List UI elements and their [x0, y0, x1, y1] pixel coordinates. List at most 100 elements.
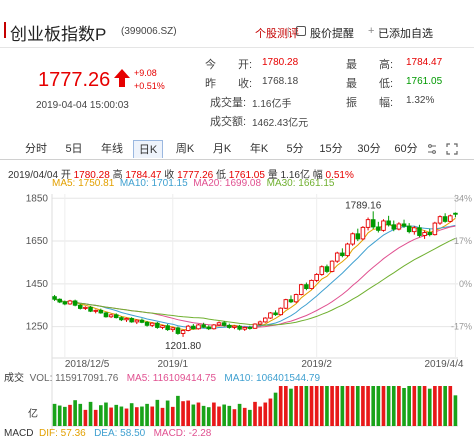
volume-bar [402, 388, 406, 426]
candle-body [103, 312, 109, 318]
volume-bar [284, 386, 288, 426]
settings-icon[interactable] [426, 143, 438, 155]
info-close: 1777.26 [177, 170, 214, 181]
macd-label: MACD [4, 428, 34, 439]
plus-icon: + [368, 25, 375, 37]
index-title: 创业板指数P [10, 25, 107, 44]
y-tick-label: 1250 [26, 322, 49, 333]
ma-line [54, 217, 456, 331]
tab-30min[interactable]: 30分 [357, 143, 381, 155]
volume-bar [140, 406, 144, 426]
volume-bar [366, 386, 370, 426]
candle-body [93, 309, 98, 312]
review-button[interactable]: 个股测评 [255, 28, 299, 40]
candle-body [83, 306, 88, 309]
header [0, 0, 474, 48]
volume-bar [119, 406, 124, 426]
info-volume-label: 量 [267, 170, 278, 181]
volume-bar [181, 401, 185, 426]
turnover-value: 1462.43亿元 [252, 118, 309, 129]
quote-datetime: 2019-04-04 15:00:03 [36, 100, 129, 111]
candle-body [319, 266, 325, 275]
info-amplitude: 0.51% [325, 170, 354, 181]
tab-5min[interactable]: 5分 [286, 143, 304, 155]
macd-dif: DIF: 57.36 [39, 428, 86, 439]
volume-bar [433, 386, 437, 426]
high-annotation: 1789.16 [345, 200, 382, 211]
y-tick-label: 1850 [26, 193, 49, 204]
tab-60min[interactable]: 60分 [394, 143, 418, 155]
watchlist-button[interactable]: 已添加自选 [378, 28, 433, 40]
x-tick-label: 2018/12/5 [65, 359, 110, 370]
tab-15min[interactable]: 15分 [319, 143, 343, 155]
candle-body [350, 233, 355, 245]
low-annotation: 1201.80 [165, 341, 202, 352]
kline-chart[interactable]: 1850 34% 1650 17% 1450 0% 1250 -17% 2018/12/5 201… [0, 190, 474, 442]
candle-body [406, 225, 412, 233]
candle-body [442, 216, 448, 222]
volume-bar [258, 406, 262, 426]
candle-body [283, 299, 289, 309]
ma-lines [54, 217, 456, 331]
volume-bar [350, 386, 355, 426]
ma-info: MA5: 1750.81 MA10: 1701.15 MA20: 1699.08… [52, 178, 334, 189]
info-close-label: 收 [164, 170, 175, 181]
candle-body [288, 299, 294, 303]
candle-body [175, 327, 181, 334]
candle-body [412, 227, 417, 233]
candle-body [242, 327, 247, 330]
volume-bar [376, 386, 381, 426]
tab-yearline[interactable]: 年线 [101, 143, 123, 155]
candle-body [417, 227, 422, 236]
candle-body [88, 306, 93, 312]
volume-bar [232, 409, 237, 426]
vol-value: VOL: 115917091.76 [29, 373, 119, 384]
candle-body [232, 325, 237, 328]
tab-monthly-k[interactable]: 月K [212, 143, 232, 155]
candle-body [268, 312, 273, 319]
fullscreen-icon[interactable] [446, 143, 458, 155]
candle-body [139, 319, 145, 323]
candle-body [113, 314, 119, 319]
candle-body [273, 312, 278, 316]
tab-weekly-k[interactable]: 周K [175, 143, 195, 155]
candle-body [427, 232, 433, 236]
volume-bar [52, 403, 57, 426]
candle-body [206, 326, 212, 330]
candle-body [391, 224, 397, 230]
prev-close-label: 昨 收: [205, 78, 253, 90]
axis-labels: 1850 34% 1650 17% 1450 0% 1250 -17% 2018/12/5 201… [26, 193, 472, 370]
macd-dea: DEA: 58.50 [94, 428, 146, 439]
price-change: +9.08 +0.51% [134, 67, 165, 93]
tab-daily-k[interactable]: 日K [133, 140, 163, 158]
volume-bar [386, 386, 391, 426]
info-high: 1784.47 [125, 170, 162, 181]
tab-5day[interactable]: 5日 [65, 143, 83, 155]
candle-body [119, 317, 124, 321]
volume-bar [412, 386, 417, 426]
volume-bar [335, 386, 340, 426]
candle-body [334, 252, 340, 262]
candle-body [216, 322, 222, 326]
candle-body [57, 298, 62, 303]
volume-bar [325, 386, 329, 426]
candle-body [247, 327, 253, 329]
tab-yearly-k[interactable]: 年K [249, 143, 269, 155]
candle-body [67, 300, 73, 305]
candle-body [360, 226, 366, 240]
volume-bar [361, 386, 365, 426]
candle-body [432, 222, 438, 236]
x-tick-label: 2019/4/4 [424, 359, 463, 370]
volume-bar [340, 386, 345, 426]
candle-body [52, 296, 57, 300]
tab-timeshare[interactable]: 分时 [25, 143, 47, 155]
volume-bar [114, 404, 119, 426]
ohlc-info: 2019/04/04 开 1780.28 高 1784.47 收 1777.26… [8, 166, 354, 181]
candle-body [124, 318, 129, 321]
candle-body [422, 232, 427, 236]
alert-button[interactable]: 股价提醒 [310, 28, 354, 40]
amplitude-label: 振 幅: [346, 97, 394, 109]
volume-bar [88, 401, 93, 426]
volume-bar [176, 395, 180, 426]
info-date: 2019/04/04 [8, 170, 59, 181]
